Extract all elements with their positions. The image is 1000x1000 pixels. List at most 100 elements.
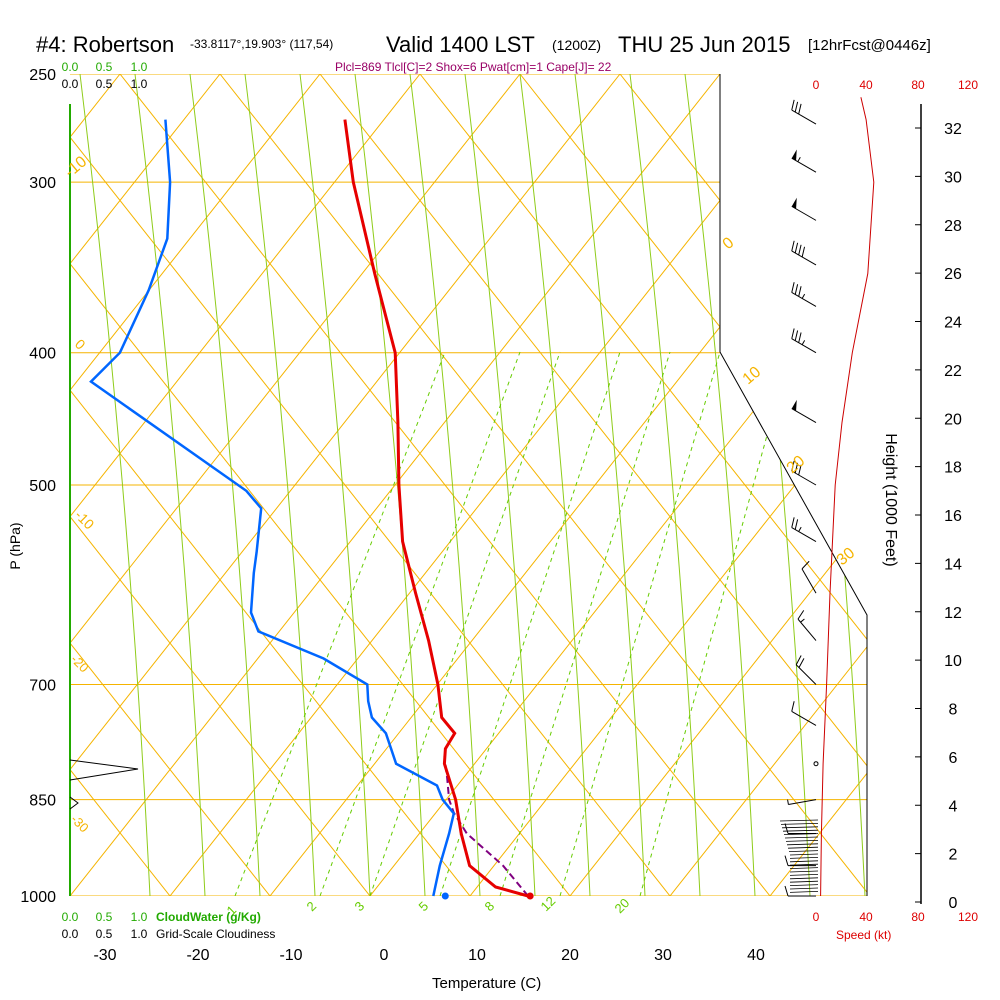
cloudiness-wedge [69,759,139,781]
low-level-wind-line [789,867,819,869]
low-level-wind-line [789,891,819,893]
speed-tick-label-top: 0 [813,78,820,92]
speed-tick-label-top: 120 [958,78,978,92]
calm-marker [813,761,819,767]
forecast-info: [12hrFcst@0446z] [808,37,931,54]
moist-adiabat-line [574,74,646,896]
dry-adiabat-line [70,74,271,896]
speed-tick-label-bottom: 40 [859,910,873,924]
low-level-wind-line [789,870,819,873]
mixing-ratio-line [369,351,561,896]
barb-shaft [797,618,817,641]
moist-adiabat-line [134,74,206,896]
cloud-water-tick-bottom: 1.0 [131,910,148,924]
height-tick-label: 20 [944,411,962,428]
utc-time: (1200Z) [552,37,601,53]
wind-barb [791,460,817,486]
valid-time: Valid 1400 LST [386,32,535,57]
isotherm-line [70,74,621,896]
mixing-ratio-line [319,351,521,896]
cloudiness-tick-bottom: 0.0 [62,927,79,941]
pressure-tick-label: 1000 [20,889,56,906]
moist-adiabat-line [409,74,481,896]
wind-barb [791,517,817,542]
surface-temperature-dot [526,892,534,900]
wind-barb [791,240,817,266]
low-level-wind-line [783,833,819,835]
barb-full [791,282,795,293]
barb-half [798,526,802,532]
cloudiness-wedge [69,796,79,810]
barb-shaft [791,205,817,221]
isotherm-line [70,74,521,896]
barb-flag [791,197,797,209]
background-grid [69,74,868,896]
temperature-tick-label: -20 [186,947,209,964]
height-tick-label: 2 [949,847,958,864]
dewpoint-line [89,119,456,897]
mixing-ratio-line [499,351,671,896]
height-tick-label: 10 [944,653,962,670]
height-tick-label: 0 [949,895,958,912]
cloudiness-tick-bottom: 0.5 [96,927,113,941]
temperature-tick-label: 40 [747,947,765,964]
pressure-tick-label: 850 [29,793,56,810]
wind-barb [784,855,816,867]
temperature-line [343,119,529,898]
barb-shaft [791,292,817,307]
barb-shaft [791,710,817,726]
wind-barb [813,761,819,767]
station-coords: -33.8117°,19.903° (117,54) [190,37,333,51]
barb-shaft [801,568,817,594]
speed-axis-title: Speed (kt) [836,928,891,942]
barb-full [784,855,789,866]
isotherm-line [369,74,867,896]
pressure-tick-label: 400 [29,346,56,363]
barb-shaft [791,250,817,266]
barb-full [801,560,810,570]
moist-adiabat-line [79,74,151,896]
x-axis-title: Temperature (C) [432,975,541,992]
barb-flag [791,399,797,412]
cloud-water-tick-bottom: 0.0 [62,910,79,924]
low-level-wind-line [782,829,819,832]
barb-shaft [791,157,817,173]
height-tick-label: 24 [944,315,962,332]
pressure-tick-label: 500 [29,478,56,495]
height-tick-label: 32 [944,121,962,138]
barb-full [798,332,802,343]
moist-adiabat-line [684,74,756,896]
speed-tick-label-top: 80 [911,78,925,92]
low-level-wind-line [789,877,819,880]
barb-full [791,460,795,472]
cloudiness-tick-top: 1.0 [131,77,148,91]
barb-half [801,293,806,299]
plot-clipped-grid [70,74,867,896]
low-level-wind-line [787,846,819,849]
height-axis-title: Height (1000 Feet) [882,433,899,566]
y-axis-title: P (hPa) [7,522,23,569]
sounding-indices: Plcl=869 Tlcl[C]=2 Shox=6 Pwat[cm]=1 Cap… [335,60,612,74]
height-tick-label: 12 [944,605,962,622]
dry-adiabat-line [70,74,371,896]
moist-adiabat-line [189,74,261,896]
height-tick-label: 28 [944,218,962,235]
isotherm-line [70,74,421,896]
barb-shaft [791,408,817,423]
low-level-wind-line [784,836,819,839]
dry-adiabat-line [70,74,471,896]
barb-shaft [791,470,817,486]
wind-barb [797,610,817,641]
forecast-date: THU 25 Jun 2015 [618,32,790,57]
barb-full [798,286,802,297]
height-tick-label: 6 [949,750,958,767]
isotherm-line [70,74,321,896]
cloud-water-label: CloudWater (g/Kg) [156,910,261,924]
low-level-wind-line [789,884,819,886]
cloudiness-label: Grid-Scale Cloudiness [156,927,275,941]
barb-shaft [788,799,817,805]
moist-adiabat-line [244,74,316,896]
mixing-ratio-line [559,351,721,896]
low-level-wind-line [786,843,819,846]
